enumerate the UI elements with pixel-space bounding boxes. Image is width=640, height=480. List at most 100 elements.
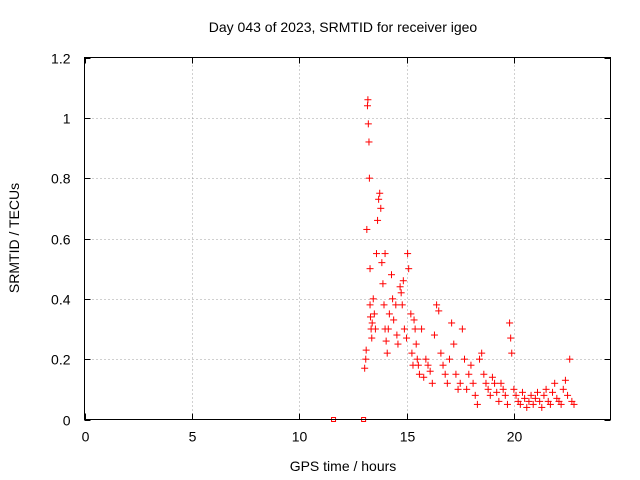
data-point (413, 355, 421, 363)
plot-frame (84, 57, 611, 420)
data-point (458, 325, 466, 333)
data-point (516, 400, 524, 408)
data-point (527, 391, 535, 399)
data-point (482, 379, 490, 387)
data-point (443, 379, 451, 387)
y-tick-label: 1 (63, 111, 71, 127)
data-point (540, 391, 548, 399)
data-point (534, 388, 542, 396)
x-tick-label: 10 (292, 429, 308, 445)
data-point (486, 391, 494, 399)
data-point (471, 391, 479, 399)
data-point (366, 265, 374, 273)
data-point (441, 370, 449, 378)
data-point (403, 334, 411, 342)
data-point (488, 373, 496, 381)
data-point (365, 138, 373, 146)
data-point (363, 225, 371, 233)
data-point (456, 379, 464, 387)
data-point (364, 96, 372, 104)
y-tick-label: 0.6 (51, 232, 71, 248)
y-tick-label: 1.2 (51, 51, 71, 67)
data-point (433, 301, 441, 309)
data-point (525, 397, 533, 405)
data-point (365, 174, 373, 182)
x-axis-label: GPS time / hours (290, 458, 397, 474)
data-points (331, 96, 578, 422)
data-point (407, 310, 415, 318)
data-point (382, 337, 390, 345)
data-point (450, 340, 458, 348)
data-point (503, 400, 511, 408)
data-point (467, 361, 475, 369)
data-point (469, 379, 477, 387)
data-point (397, 289, 405, 297)
data-point (364, 120, 372, 128)
data-point (506, 319, 514, 327)
data-point (448, 319, 456, 327)
data-point (390, 316, 398, 324)
data-point (368, 334, 376, 342)
data-point (398, 301, 406, 309)
data-point (529, 400, 537, 408)
data-point (388, 271, 396, 279)
data-point (366, 313, 374, 321)
data-point (557, 400, 565, 408)
data-point (536, 397, 544, 405)
data-point (461, 355, 469, 363)
data-point (512, 391, 520, 399)
x-tick-label: 20 (507, 429, 523, 445)
data-point (400, 325, 408, 333)
data-point (491, 379, 499, 387)
data-point (363, 102, 371, 110)
data-point (564, 391, 572, 399)
data-point (379, 280, 387, 288)
data-point (361, 364, 369, 372)
y-axis-label: SRMTID / TECUs (6, 183, 22, 293)
data-point (362, 355, 370, 363)
data-point (371, 325, 379, 333)
data-point (377, 204, 385, 212)
data-point (439, 361, 447, 369)
data-point (478, 349, 486, 357)
data-point (521, 394, 529, 402)
data-point (362, 346, 370, 354)
data-point (375, 195, 383, 203)
data-point (493, 388, 501, 396)
data-point (435, 307, 443, 315)
data-point (384, 325, 392, 333)
y-tick-label: 0.2 (51, 352, 71, 368)
x-tick-label: 5 (189, 429, 197, 445)
data-point (428, 379, 436, 387)
y-tick-label: 0.8 (51, 171, 71, 187)
axis-ticks: 0 0.2 0.4 0.6 0.8 1 1.2 0 5 10 15 20 (51, 51, 611, 445)
data-point (508, 349, 516, 357)
data-point (420, 373, 428, 381)
data-point (518, 388, 526, 396)
data-point (465, 370, 473, 378)
data-point (378, 259, 386, 267)
data-point (369, 295, 377, 303)
data-point (376, 189, 384, 197)
data-point (372, 250, 380, 258)
data-point (426, 367, 434, 375)
data-point (463, 385, 471, 393)
data-point (396, 283, 404, 291)
data-point (411, 325, 419, 333)
data-point (410, 316, 418, 324)
data-point (445, 355, 453, 363)
data-point (385, 310, 393, 318)
data-point (454, 385, 462, 393)
data-point (501, 391, 509, 399)
data-point (499, 385, 507, 393)
data-point (383, 349, 391, 357)
data-point (405, 265, 413, 273)
data-point (422, 355, 430, 363)
data-point (392, 301, 400, 309)
data-point (430, 331, 438, 339)
data-point (523, 403, 531, 411)
data-point (561, 376, 569, 384)
data-point (531, 394, 539, 402)
data-point (394, 340, 402, 348)
data-point (551, 379, 559, 387)
